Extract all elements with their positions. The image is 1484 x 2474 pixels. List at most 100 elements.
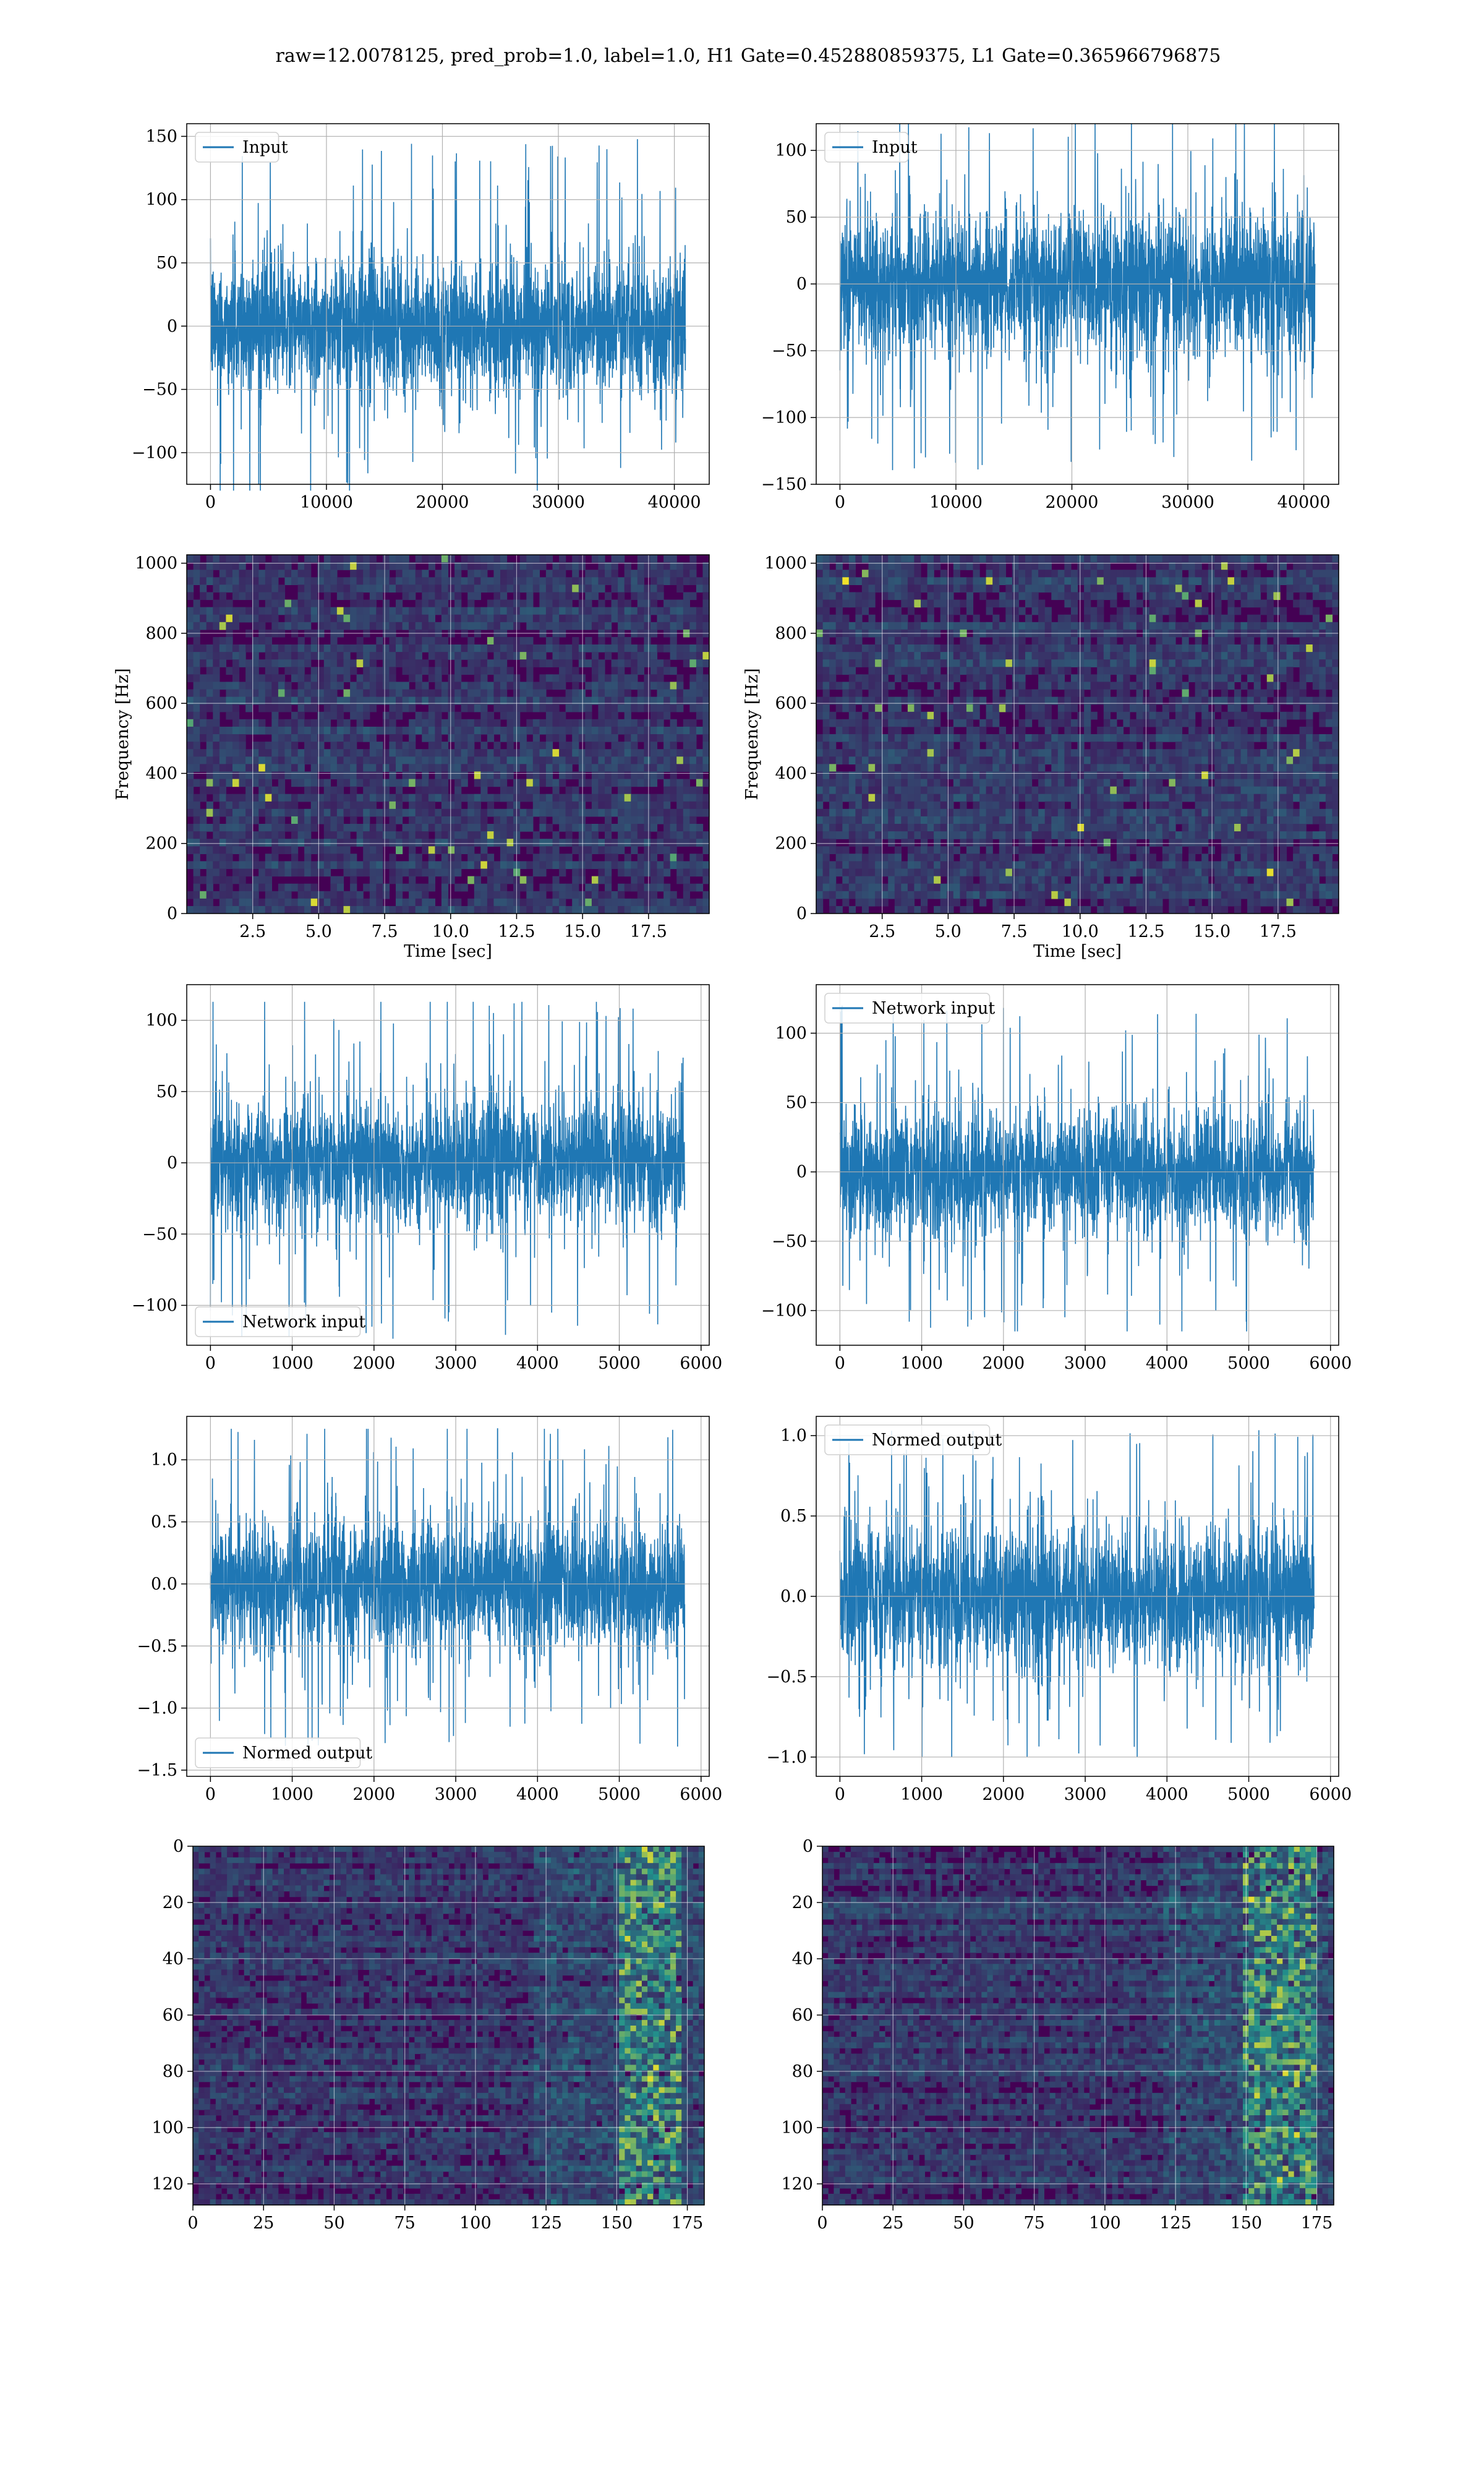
x-tick-label: 10.0: [1062, 922, 1099, 941]
legend-entry: Network input: [242, 1312, 365, 1332]
x-tick-label: 0: [205, 1785, 216, 1804]
y-tick-label: −150: [761, 475, 807, 494]
panel-p8: 0 25 50 75 100 125 150 175 0 20 40 60 80 100 120: [151, 1837, 705, 2233]
y-tick-label: 100: [775, 1024, 807, 1043]
legend-entry: Normed output: [242, 1744, 372, 1763]
y-tick-label: 0: [796, 1163, 807, 1182]
y-tick-label: −50: [772, 341, 807, 361]
x-tick-label: 40000: [1277, 493, 1331, 512]
x-tick-label: 2000: [982, 1785, 1025, 1804]
series-line-p1: [839, 123, 1316, 471]
x-tick-label: 0: [817, 2214, 827, 2233]
legend-p1: Input: [824, 132, 918, 163]
y-tick-label: 60: [792, 2006, 813, 2025]
y-tick-label: −100: [132, 443, 177, 463]
x-tick-label: 0: [205, 1354, 216, 1373]
x-tick-label: 10000: [929, 493, 983, 512]
heatmap-cells-p3: [816, 555, 1339, 914]
y-tick-label: 400: [145, 764, 177, 783]
x-tick-label: 1000: [900, 1354, 943, 1373]
x-tick-label: 10000: [300, 493, 353, 512]
y-tick-label: 80: [792, 2062, 813, 2081]
y-tick-label: 120: [781, 2175, 813, 2194]
x-tick-label: 12.5: [1127, 922, 1164, 941]
x-tick-label: 40000: [648, 493, 701, 512]
x-tick-label: 75: [1023, 2214, 1044, 2233]
y-tick-label: −50: [772, 1232, 807, 1251]
y-tick-label: −0.5: [766, 1667, 807, 1687]
axes-frame-p0: [186, 123, 710, 485]
x-tick-label: 5000: [598, 1785, 641, 1804]
y-tick-label: 50: [156, 254, 177, 273]
y-tick-label: 200: [145, 834, 177, 854]
y-tick-label: 0: [796, 904, 807, 923]
heatmap-cells-p2: [187, 555, 710, 914]
legend-p6: Normed output: [195, 1737, 372, 1768]
y-tick-label: 0: [173, 1837, 184, 1856]
y-tick-label: 80: [163, 2062, 184, 2081]
y-tick-label: 1000: [135, 554, 177, 573]
y-tick-label: 100: [145, 190, 177, 210]
heatmap-cells-p9: [822, 1846, 1334, 2206]
x-tick-label: 1000: [900, 1785, 943, 1804]
y-tick-label: 100: [145, 1011, 177, 1030]
x-tick-label: 125: [1159, 2214, 1192, 2233]
x-tick-label: 5.0: [305, 922, 332, 941]
x-tick-label: 5000: [1227, 1354, 1270, 1373]
grid-p4: [187, 985, 709, 1345]
panel-p3: 2.5 5.0 7.5 10.0 12.5 15.0 17.5 0 200 400 600 800 10…: [743, 554, 1339, 961]
legend-entry: Input: [872, 138, 918, 157]
x-tick-label: 0: [835, 1354, 845, 1373]
panel-p7: 0 1000 2000 3000 4000 5000 6000 1.0 0.5 0.0 −0.5 −1…: [766, 1416, 1352, 1804]
y-tick-label: 0.5: [151, 1513, 177, 1532]
x-tick-label: 5000: [598, 1354, 641, 1373]
x-tick-label: 6000: [680, 1354, 722, 1373]
y-tick-label: −1.5: [137, 1761, 177, 1780]
x-tick-label: 0: [835, 493, 845, 512]
x-tick-label: 100: [1089, 2214, 1121, 2233]
y-tick-label: 100: [151, 2118, 184, 2138]
x-tick-label: 7.5: [1001, 922, 1028, 941]
axes-frame-p5: [816, 984, 1339, 1346]
x-tick-label: 30000: [1161, 493, 1214, 512]
panel-p1: 0 10000 20000 30000 40000 100 50 0 −50 −100 −150 In…: [761, 123, 1339, 512]
x-tick-label: 1000: [271, 1354, 313, 1373]
y-tick-label: 0: [167, 904, 177, 923]
x-tick-label: 3000: [1064, 1785, 1107, 1804]
axes-frame-p3: [816, 554, 1339, 914]
x-axis-label: Time [sec]: [1033, 942, 1122, 961]
y-tick-label: 40: [792, 1950, 813, 1969]
y-tick-label: 50: [156, 1082, 177, 1102]
x-tick-label: 4000: [1146, 1785, 1188, 1804]
y-tick-label: 120: [151, 2175, 184, 2194]
y-tick-label: 0: [796, 275, 807, 294]
x-tick-label: 7.5: [372, 922, 398, 941]
series-line-p6: [210, 1428, 686, 1747]
x-tick-label: 2.5: [869, 922, 895, 941]
x-tick-label: 25: [882, 2214, 903, 2233]
x-tick-label: 2000: [982, 1354, 1025, 1373]
y-tick-label: −100: [132, 1296, 177, 1315]
x-tick-label: 12.5: [498, 922, 535, 941]
y-tick-label: −100: [761, 408, 807, 427]
grid-p8: [192, 1846, 704, 2205]
x-tick-label: 10.0: [432, 922, 469, 941]
y-tick-label: −100: [761, 1301, 807, 1320]
x-tick-label: 30000: [532, 493, 585, 512]
y-tick-label: 0: [167, 1154, 177, 1173]
x-tick-label: 125: [530, 2214, 562, 2233]
y-axis-label: Frequency [Hz]: [743, 668, 762, 800]
x-tick-label: 4000: [1146, 1354, 1188, 1373]
y-axis-label: Frequency [Hz]: [113, 668, 132, 800]
x-tick-label: 15.0: [564, 922, 601, 941]
x-tick-label: 0: [205, 493, 216, 512]
x-tick-label: 4000: [516, 1785, 559, 1804]
axes-frame-p2: [186, 554, 710, 914]
x-tick-label: 6000: [1309, 1354, 1352, 1373]
axes-frame-p8: [192, 1846, 705, 2206]
y-tick-label: −50: [142, 380, 177, 400]
x-tick-label: 3000: [435, 1354, 477, 1373]
y-tick-label: 60: [163, 2006, 184, 2025]
y-tick-label: 50: [786, 1094, 807, 1113]
